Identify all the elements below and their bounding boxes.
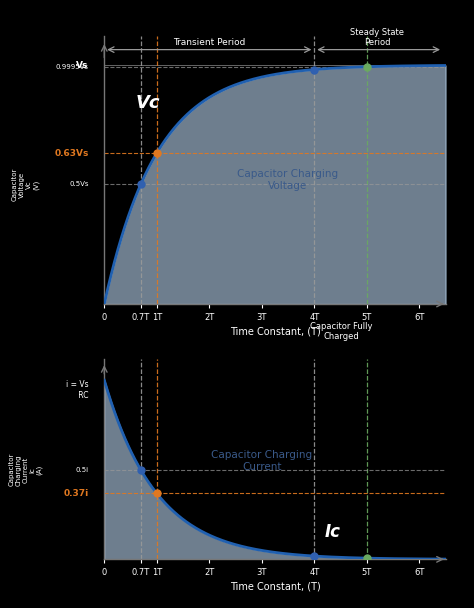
Text: Steady State
Period: Steady State Period (350, 28, 404, 47)
Text: 0.9995Vs: 0.9995Vs (55, 64, 89, 70)
Text: Vs: Vs (76, 61, 89, 70)
X-axis label: Time Constant, (T): Time Constant, (T) (229, 582, 320, 592)
Text: Capacitor
Voltage
Vc
(V): Capacitor Voltage Vc (V) (12, 168, 39, 201)
Text: i = Vs
      RC: i = Vs RC (64, 380, 89, 399)
Text: Transient Period: Transient Period (173, 38, 246, 47)
Text: Ic: Ic (325, 523, 341, 542)
Text: 0.37i: 0.37i (63, 489, 89, 498)
Text: 0.63Vs: 0.63Vs (54, 148, 89, 157)
Text: Capacitor Fully
Charged: Capacitor Fully Charged (310, 322, 373, 341)
Text: Capacitor
Charging
Current
Ic
(A): Capacitor Charging Current Ic (A) (8, 453, 43, 486)
Text: Capacitor Charging
Current: Capacitor Charging Current (211, 450, 312, 472)
Text: 0.5Vs: 0.5Vs (69, 181, 89, 187)
Text: Vc: Vc (136, 94, 160, 112)
Text: 0.5i: 0.5i (75, 468, 89, 474)
X-axis label: Time Constant, (T): Time Constant, (T) (229, 326, 320, 336)
Text: Capacitor Charging
Voltage: Capacitor Charging Voltage (237, 169, 338, 190)
